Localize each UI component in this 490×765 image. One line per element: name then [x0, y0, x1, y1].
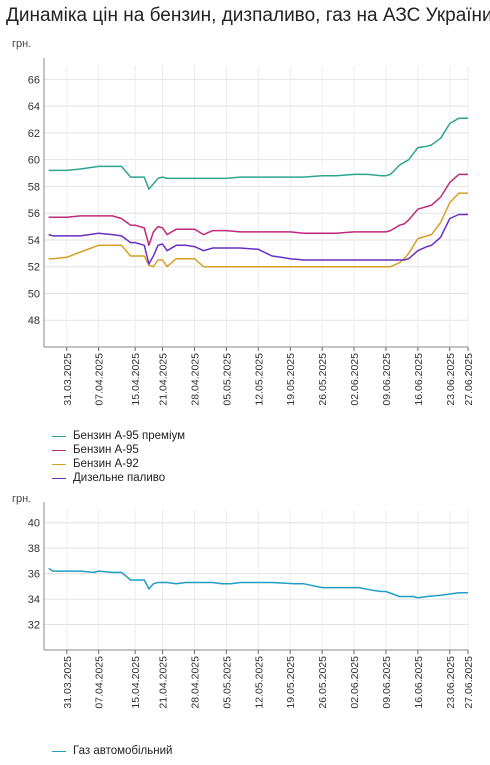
x-tick-label: 07.04.2025 — [94, 353, 106, 406]
y-tick-label: 40 — [28, 518, 40, 530]
x-tick-label: 07.04.2025 — [94, 656, 106, 709]
legend-swatch — [52, 463, 66, 465]
series-line-1 — [48, 567, 468, 599]
x-tick-label: 16.06.2025 — [413, 656, 425, 709]
x-tick-label: 09.06.2025 — [381, 656, 393, 709]
x-tick-label: 16.06.2025 — [413, 353, 425, 406]
series-line-1 — [48, 117, 468, 190]
legend-label: Бензин А-92 — [73, 458, 139, 470]
y-axis-label: грн. — [12, 40, 31, 50]
series-line-2 — [48, 173, 468, 247]
legend-label: Газ автомобільний — [73, 745, 173, 757]
x-tick-label: 27.06.2025 — [463, 656, 475, 709]
legend-label: Бензин А-95 — [73, 444, 139, 456]
x-tick-label: 02.06.2025 — [349, 656, 361, 709]
x-tick-label: 15.04.2025 — [130, 353, 142, 406]
legend-swatch — [52, 750, 66, 752]
legend-label: Дизельне паливо — [73, 472, 166, 484]
y-tick-label: 64 — [28, 101, 40, 113]
x-tick-label: 19.05.2025 — [285, 353, 297, 406]
x-tick-label: 31.03.2025 — [62, 353, 74, 406]
y-tick-label: 60 — [28, 155, 40, 167]
x-tick-label: 05.05.2025 — [221, 353, 233, 406]
y-tick-label: 32 — [28, 620, 40, 632]
x-tick-label: 12.05.2025 — [253, 353, 265, 406]
y-tick-label: 62 — [28, 128, 40, 140]
series-line-4 — [48, 213, 468, 265]
fuel-prices-chart: грн. 48 50 52 54 56 58 60 62 64 66 31.03.2025 07.04.… — [12, 40, 475, 406]
legend-swatch — [52, 477, 66, 479]
gas-price-chart: грн. 32 34 36 38 40 31.03.2025 07.04.2025 15.04.… — [12, 493, 475, 709]
y-axis-label: грн. — [12, 493, 31, 505]
y-tick-label: 50 — [28, 288, 40, 300]
legend-item: Бензин А-95 — [52, 443, 185, 457]
legend-item: Газ автомобільний — [52, 744, 172, 758]
y-tick-label: 56 — [28, 208, 40, 220]
x-tick-label: 21.04.2025 — [158, 656, 170, 709]
legend-label: Бензин А-95 преміум — [73, 430, 186, 442]
y-tick-label: 38 — [28, 543, 40, 555]
x-tick-label: 26.05.2025 — [317, 656, 329, 709]
x-tick-label: 21.04.2025 — [158, 353, 170, 406]
x-tick-label: 27.06.2025 — [463, 353, 475, 406]
y-tick-label: 48 — [28, 315, 40, 327]
x-tick-label: 12.05.2025 — [253, 656, 265, 709]
series-line-3 — [48, 192, 468, 268]
x-tick-label: 23.06.2025 — [445, 656, 457, 709]
fuel-legend: Бензин А-95 преміум Бензин А-95 Бензин А-9… — [52, 429, 185, 485]
y-tick-label: 58 — [28, 181, 40, 193]
legend-item: Дизельне паливо — [52, 471, 185, 485]
gas-legend: Газ автомобільний — [52, 744, 172, 758]
x-tick-label: 15.04.2025 — [130, 656, 142, 709]
x-tick-label: 26.05.2025 — [317, 353, 329, 406]
legend-swatch — [52, 449, 66, 451]
legend-swatch — [52, 435, 66, 437]
x-tick-label: 28.04.2025 — [189, 353, 201, 406]
x-tick-label: 31.03.2025 — [62, 656, 74, 709]
x-tick-label: 09.06.2025 — [381, 353, 393, 406]
y-tick-label: 52 — [28, 262, 40, 274]
legend-item: Бензин А-95 преміум — [52, 429, 185, 443]
y-tick-label: 36 — [28, 569, 40, 581]
chart-title: Динаміка цін на бензин, дизпаливо, газ н… — [6, 5, 490, 26]
x-tick-label: 19.05.2025 — [285, 656, 297, 709]
x-tick-label: 28.04.2025 — [189, 656, 201, 709]
y-tick-label: 66 — [28, 74, 40, 86]
x-tick-label: 23.06.2025 — [445, 353, 457, 406]
y-tick-label: 34 — [28, 594, 40, 606]
x-tick-label: 05.05.2025 — [221, 656, 233, 709]
legend-item: Бензин А-92 — [52, 457, 185, 471]
y-tick-label: 54 — [28, 235, 40, 247]
x-tick-label: 02.06.2025 — [349, 353, 361, 406]
